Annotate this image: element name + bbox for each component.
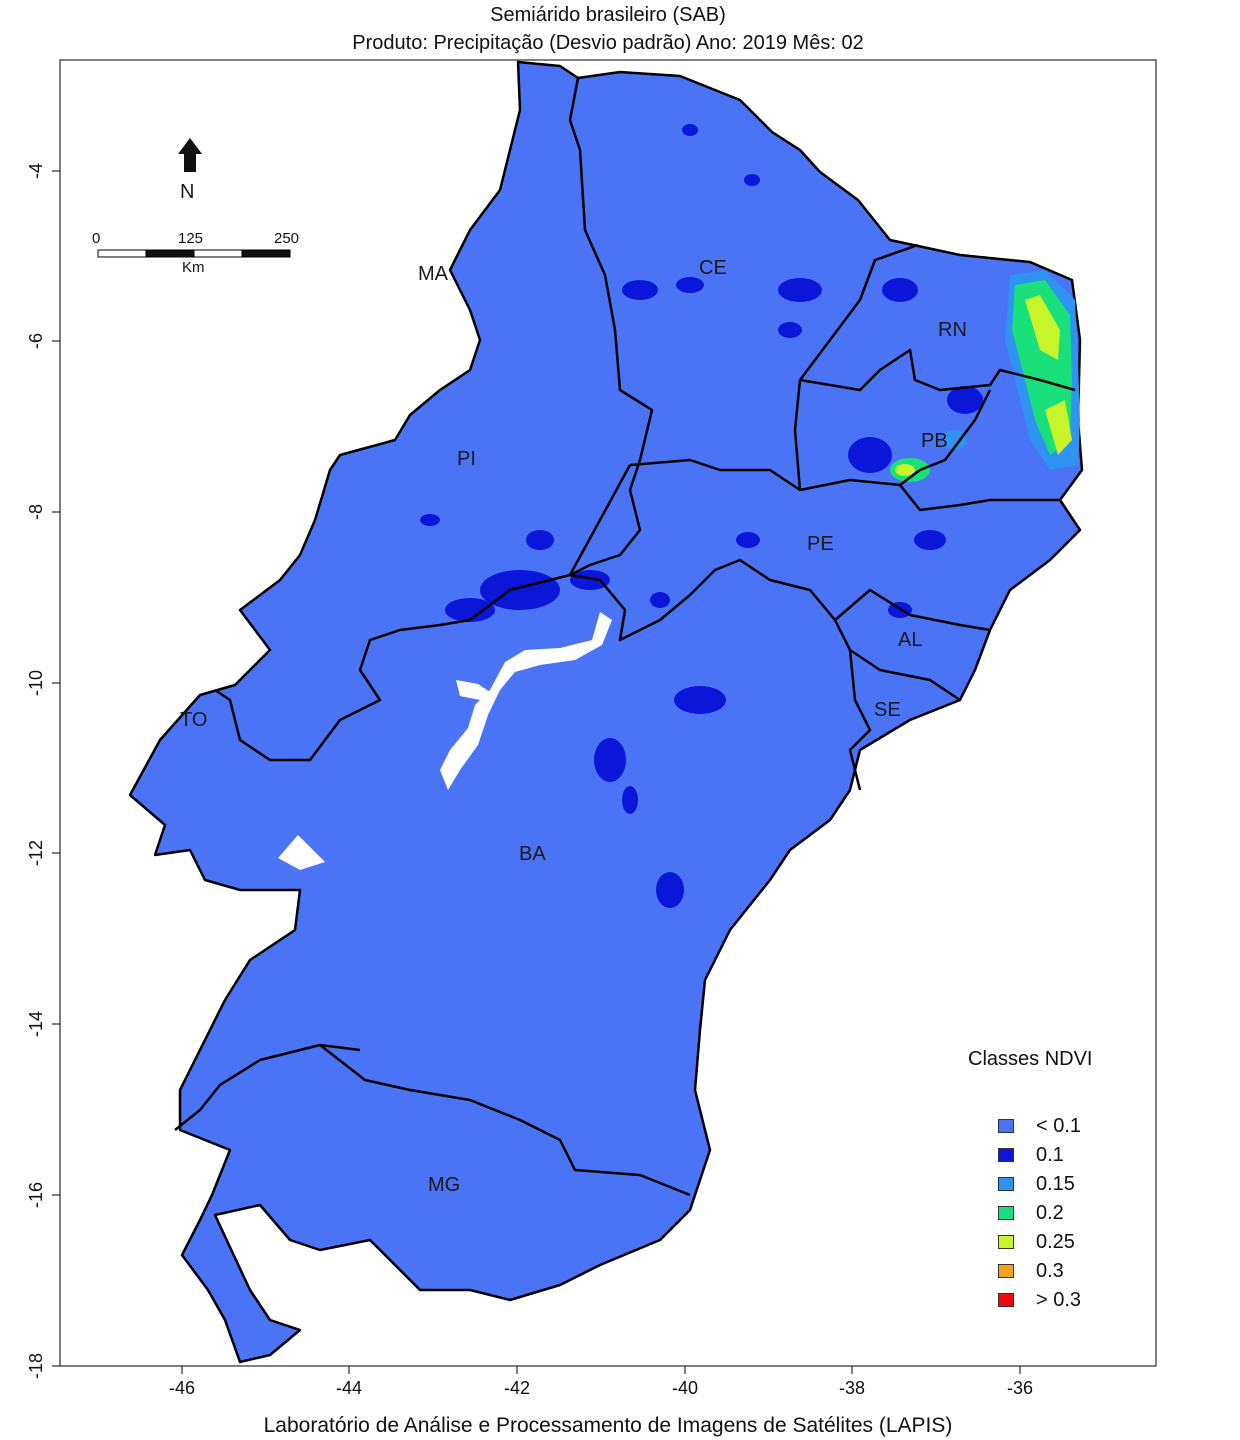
x-tick-label: -40 (672, 1378, 698, 1398)
legend-title: Classes NDVI (968, 1048, 1093, 1070)
nodata-area (278, 835, 325, 870)
y-tick-label: -10 (26, 670, 46, 696)
north-label: N (180, 181, 194, 203)
state-label: PB (921, 430, 948, 452)
legend-swatch (998, 1177, 1014, 1191)
legend-label: < 0.1 (1036, 1114, 1082, 1137)
x-tick-label: -36 (1007, 1378, 1033, 1398)
state-label: MA (418, 263, 449, 285)
state-label: TO (180, 709, 207, 731)
y-axis: -4 -6 -8 -10 -12 -14 -16 -18 (26, 163, 60, 1379)
legend-item: > 0.3 (998, 1288, 1082, 1311)
scale-label: 250 (274, 230, 299, 247)
scale-unit: Km (182, 259, 205, 276)
y-tick-label: -12 (26, 840, 46, 866)
legend-label: 0.2 (1036, 1201, 1064, 1224)
x-axis: -46 -44 -42 -40 -38 -36 (169, 1366, 1033, 1398)
legend-swatch (998, 1293, 1014, 1307)
legend-swatch (998, 1206, 1014, 1220)
y-tick-label: -18 (26, 1353, 46, 1379)
state-labels: MA CE RN PB PI PE AL SE TO BA MG (180, 257, 967, 1196)
y-tick-label: -4 (26, 163, 46, 179)
state-label: PE (807, 533, 834, 555)
scale-bar: 0 125 250 Km (92, 230, 299, 276)
x-tick-label: -44 (336, 1378, 362, 1398)
y-tick-label: -16 (26, 1182, 46, 1208)
state-label: AL (898, 629, 922, 651)
state-label: RN (938, 319, 967, 341)
legend-swatch (998, 1235, 1014, 1249)
nodata-area (456, 680, 490, 700)
x-tick-label: -38 (839, 1378, 865, 1398)
legend-item: 0.25 (998, 1230, 1075, 1253)
map-title: Semiárido brasileiro (SAB) (490, 4, 726, 26)
state-label: SE (874, 699, 901, 721)
state-label: CE (699, 257, 727, 279)
ndvi-high-patches (890, 270, 1080, 482)
state-label: BA (519, 843, 546, 865)
legend-label: > 0.3 (1036, 1288, 1082, 1311)
legend-item: 0.1 (998, 1143, 1064, 1166)
north-arrow: N (178, 138, 202, 203)
x-tick-label: -42 (504, 1378, 530, 1398)
legend-label: 0.1 (1036, 1143, 1064, 1166)
legend-swatch (998, 1119, 1014, 1133)
legend-item: < 0.1 (998, 1114, 1082, 1137)
legend-label: 0.15 (1036, 1172, 1075, 1195)
footer-credit: Laboratório de Análise e Processamento d… (263, 1414, 953, 1437)
state-label: PI (457, 448, 476, 470)
y-tick-label: -14 (26, 1011, 46, 1037)
nodata-area (440, 612, 612, 790)
legend-item: 0.15 (998, 1172, 1075, 1195)
scale-label: 125 (178, 230, 203, 247)
map-subtitle: Produto: Precipitação (Desvio padrão) An… (352, 32, 864, 54)
legend-item: 0.3 (998, 1259, 1064, 1282)
state-label: MG (428, 1174, 460, 1196)
y-tick-label: -6 (26, 333, 46, 349)
legend-swatch (998, 1264, 1014, 1278)
y-tick-label: -8 (26, 504, 46, 520)
ndvi-class-0.1-patches (420, 124, 983, 908)
x-tick-label: -46 (169, 1378, 195, 1398)
legend-label: 0.25 (1036, 1230, 1075, 1253)
legend-swatch (998, 1148, 1014, 1162)
legend-item: 0.2 (998, 1201, 1064, 1224)
plot-frame (59, 59, 1157, 1367)
scale-label: 0 (92, 230, 100, 247)
state-borders (174, 77, 1076, 1197)
legend-label: 0.3 (1036, 1259, 1064, 1282)
